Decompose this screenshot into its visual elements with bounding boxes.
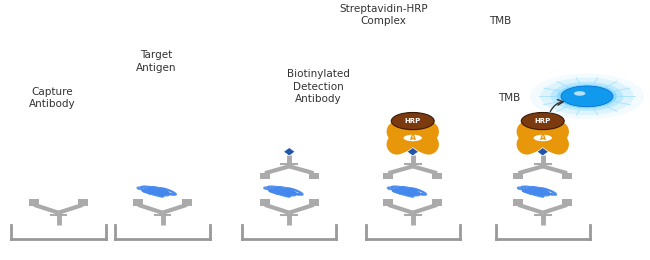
Bar (514, 172, 523, 179)
Circle shape (574, 91, 586, 96)
Bar (432, 172, 442, 179)
Bar (260, 172, 270, 179)
Text: Streptavidin-HRP
Complex: Streptavidin-HRP Complex (339, 4, 428, 26)
Text: Target
Antigen: Target Antigen (136, 50, 176, 73)
Circle shape (521, 113, 564, 130)
Circle shape (530, 74, 644, 119)
Text: HRP: HRP (534, 118, 551, 124)
Circle shape (533, 134, 552, 142)
Circle shape (551, 82, 623, 111)
Circle shape (403, 134, 422, 142)
Circle shape (557, 84, 617, 108)
Bar (133, 199, 143, 206)
Bar (260, 199, 270, 206)
Circle shape (391, 113, 434, 130)
Bar (384, 172, 393, 179)
Text: HRP: HRP (404, 118, 421, 124)
Text: TMB: TMB (498, 93, 520, 103)
Circle shape (540, 78, 634, 115)
Bar (432, 199, 442, 206)
Polygon shape (283, 148, 295, 156)
Text: TMB: TMB (489, 16, 512, 26)
Text: Capture
Antibody: Capture Antibody (29, 87, 75, 109)
Bar (309, 199, 318, 206)
Text: A: A (540, 133, 546, 142)
Bar (78, 199, 88, 206)
Text: Biotinylated
Detection
Antibody: Biotinylated Detection Antibody (287, 69, 350, 104)
Bar (309, 172, 318, 179)
Bar (182, 199, 192, 206)
Bar (384, 199, 393, 206)
Bar (29, 199, 39, 206)
Bar (562, 172, 572, 179)
Circle shape (561, 86, 613, 107)
Polygon shape (407, 148, 419, 156)
Text: A: A (410, 133, 416, 142)
Bar (562, 199, 572, 206)
Bar (514, 199, 523, 206)
Polygon shape (537, 148, 549, 156)
